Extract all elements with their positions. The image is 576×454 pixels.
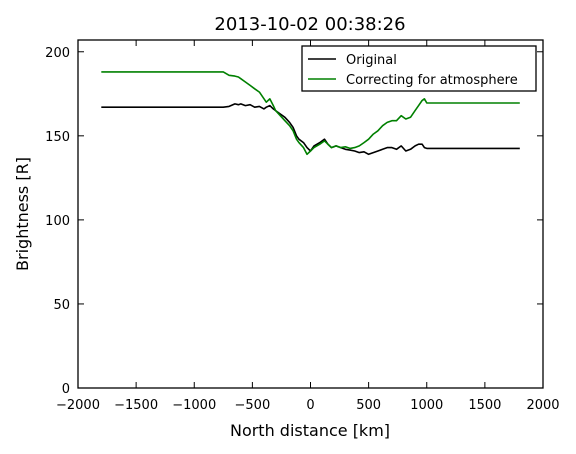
legend-label-original: Original bbox=[346, 53, 397, 68]
y-tick-label: 150 bbox=[45, 130, 70, 145]
x-tick-label: −2000 bbox=[56, 398, 100, 413]
x-tick-label: −1000 bbox=[172, 398, 216, 413]
x-tick-label: −1500 bbox=[114, 398, 158, 413]
series-line-original bbox=[101, 103, 520, 156]
x-tick-label: −500 bbox=[235, 398, 271, 413]
legend-box bbox=[301, 45, 537, 92]
chart-title: 2013-10-02 00:38:26 bbox=[214, 14, 405, 35]
y-tick-label: 200 bbox=[45, 46, 70, 61]
y-axis-label: Brightness [R] bbox=[13, 157, 32, 271]
x-tick-label: 1500 bbox=[468, 398, 501, 413]
y-tick-label: 100 bbox=[45, 214, 70, 229]
series-line-atmosphere bbox=[101, 71, 520, 156]
axis-ticks: −2000 −1500 −1000 −500 0 500 1000 1500 2000 0 50 10… bbox=[45, 40, 560, 413]
x-tick-label: 1000 bbox=[410, 398, 443, 413]
legend-label-atmosphere: Correcting for atmosphere bbox=[346, 73, 518, 88]
series-layer bbox=[101, 71, 520, 156]
x-tick-label: 2000 bbox=[526, 398, 559, 413]
y-tick-label: 50 bbox=[53, 298, 70, 313]
legend: Original Correcting for atmosphere bbox=[301, 45, 537, 92]
x-tick-label: 500 bbox=[356, 398, 381, 413]
y-tick-label: 0 bbox=[62, 382, 70, 397]
x-axis-label: North distance [km] bbox=[230, 421, 390, 440]
plot-frame bbox=[77, 39, 544, 389]
x-tick-label: 0 bbox=[306, 398, 314, 413]
